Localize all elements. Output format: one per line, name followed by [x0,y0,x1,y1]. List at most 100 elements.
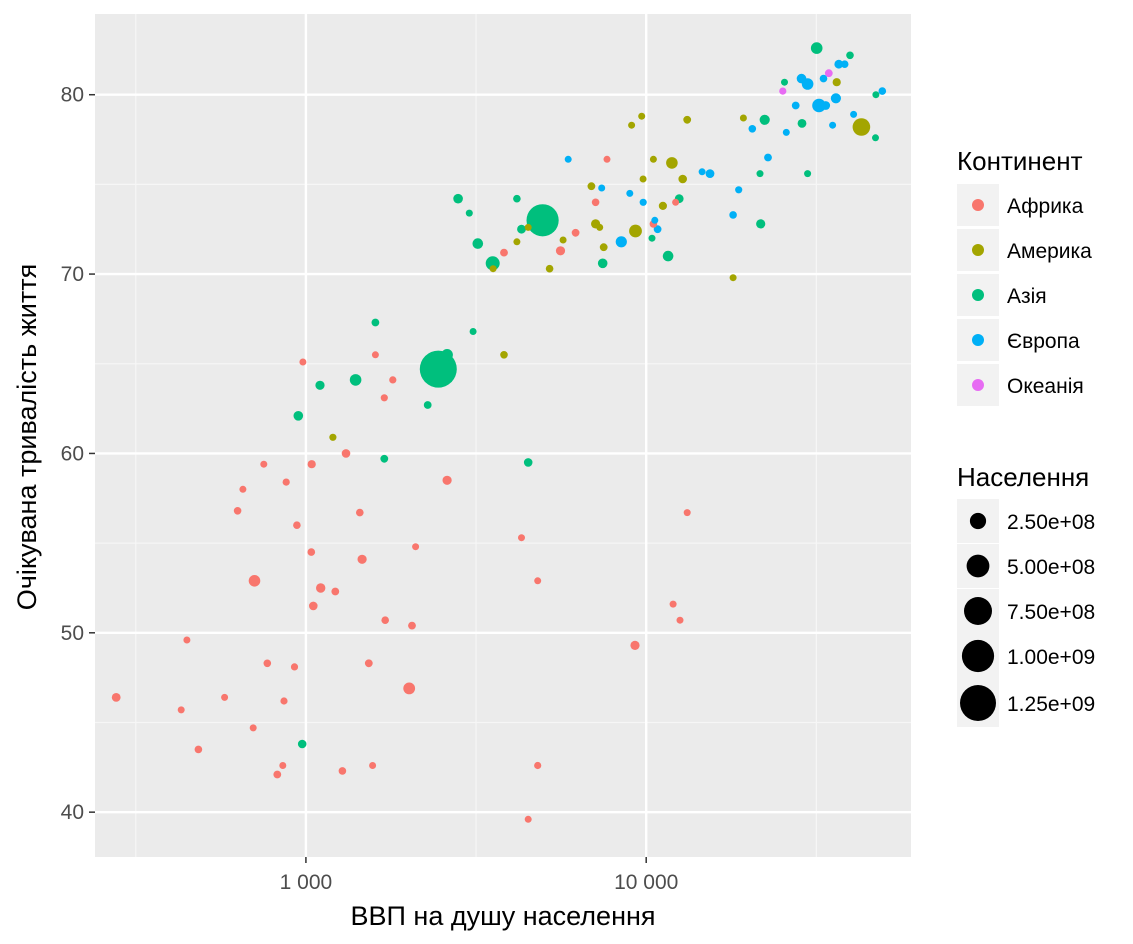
data-point [309,601,318,611]
data-point [638,112,646,120]
data-point [513,194,521,203]
data-point [796,73,807,84]
data-point [526,204,559,237]
data-point [598,184,606,192]
data-point [534,577,542,585]
data-point [729,274,737,282]
data-point [534,761,542,770]
data-point [263,659,272,668]
data-point [260,460,268,468]
data-point [555,246,566,256]
data-point [626,189,634,197]
data-point [371,351,379,359]
legend-label: 1.00e+09 [1007,646,1095,669]
data-point [669,600,677,608]
data-point [233,507,242,515]
data-point [587,182,596,191]
data-point [517,224,526,234]
plot-panel [95,14,911,857]
legend-key-dot [972,244,984,256]
x-tick-label: 10 000 [614,871,678,894]
y-tick-label: 50 [61,622,84,645]
data-point [469,328,477,335]
data-point [280,697,288,705]
data-point [653,225,662,234]
data-point [329,433,337,441]
data-point [412,543,420,551]
y-tick-label: 80 [61,84,84,107]
data-point [524,223,532,231]
data-point [380,454,389,463]
data-point [834,59,844,69]
legend-key-dot [960,685,996,721]
data-point [639,198,647,206]
data-point [591,198,600,207]
data-point [739,114,747,122]
legend-key-dot [972,199,984,211]
data-point [748,125,757,133]
data-point [307,548,316,556]
data-point [293,521,301,529]
data-point [819,74,828,83]
data-point [791,101,800,110]
data-point [830,93,842,104]
data-point [658,201,668,210]
data-point [357,554,367,564]
data-point [596,223,604,231]
data-point [408,621,416,630]
data-point [369,762,377,769]
legend-key-dot [972,379,984,391]
data-point [297,739,307,749]
data-point [380,394,388,402]
legend-key-dot [961,639,995,673]
data-point [453,193,463,204]
data-point [389,376,397,384]
data-point [812,98,826,113]
data-point [756,170,764,178]
data-point [628,121,636,129]
legend-label: Океанія [1007,375,1084,398]
legend-label: 7.50e+08 [1007,601,1095,624]
data-point [829,121,837,129]
y-tick-label: 70 [61,263,84,286]
data-point [381,616,390,624]
data-point [307,460,316,469]
data-point [524,815,532,823]
data-point [672,198,680,206]
y-tick-label: 60 [61,442,84,465]
data-point [239,485,247,493]
data-point [441,349,453,361]
data-point [729,211,737,219]
x-axis: 1 000 10 000 [280,857,678,894]
data-point [840,60,849,68]
data-point [111,693,121,702]
data-point [485,256,500,271]
data-point [279,762,287,769]
data-point [683,509,691,517]
legend-key-dot [972,334,984,346]
data-point [299,358,307,366]
data-point [282,478,290,486]
legend-label: 5.00e+08 [1007,556,1095,579]
data-point [735,186,743,194]
data-point [500,351,508,359]
data-point [472,238,484,249]
data-point [349,374,362,386]
data-point [705,169,715,179]
legend-label: 1.25e+09 [1007,693,1095,716]
data-point [221,693,229,701]
data-point [759,114,770,125]
minor-gridlines [95,14,911,857]
data-point [878,87,887,95]
data-point [341,449,351,458]
data-point [649,155,657,163]
y-tick-label: 40 [61,801,84,824]
data-point [846,51,854,60]
data-point [779,87,787,95]
data-point [764,153,772,162]
data-point [442,475,452,485]
data-point [518,534,525,542]
legend-label: 2.50e+08 [1007,511,1095,534]
data-point [666,157,678,169]
major-gridlines [95,14,911,857]
